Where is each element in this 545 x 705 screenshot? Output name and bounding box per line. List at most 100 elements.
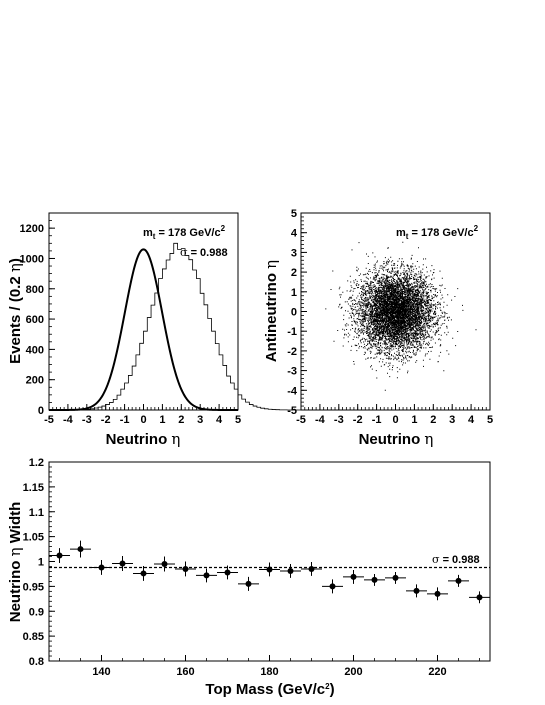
- data-point: [427, 587, 448, 601]
- x-tick-label: 0: [392, 414, 398, 426]
- data-marker: [203, 572, 210, 579]
- data-marker: [392, 574, 399, 581]
- sigma-annotation: σ = 0.988: [180, 246, 228, 259]
- data-marker: [371, 576, 378, 583]
- data-point: [91, 560, 112, 575]
- data-point: [364, 573, 385, 586]
- data-marker: [266, 566, 273, 573]
- data-marker: [56, 552, 63, 559]
- data-marker: [182, 565, 189, 572]
- data-point: [70, 540, 91, 558]
- x-tick-label: 3: [449, 414, 455, 426]
- x-tick-label: 1: [159, 414, 165, 426]
- y-tick-label: 1.05: [23, 532, 44, 544]
- data-point: [385, 571, 406, 584]
- x-tick-label: 2: [178, 414, 184, 426]
- scatter-y-axis-title: Antineutrino η: [262, 260, 280, 362]
- y-tick-label: -3: [287, 366, 297, 378]
- data-point: [280, 563, 301, 578]
- y-tick-label: 1: [291, 287, 297, 299]
- data-marker: [119, 560, 126, 567]
- y-tick-label: -4: [287, 385, 298, 397]
- y-tick-label: 5: [291, 208, 297, 220]
- scatter-x-axis-title: Neutrino η: [359, 430, 434, 448]
- width-data-points: [49, 540, 490, 604]
- histogram-frame: [48, 212, 239, 411]
- y-tick-label: 1200: [20, 223, 44, 235]
- data-point: [343, 569, 364, 584]
- width-x-axis-title: Top Mass (GeV/c2): [205, 681, 334, 698]
- y-tick-label: -5: [287, 405, 297, 417]
- data-marker: [455, 577, 462, 584]
- x-tick-label: -3: [82, 414, 92, 426]
- histogram-x-axis-title: Neutrino η: [106, 430, 181, 448]
- y-tick-label: 400: [26, 344, 44, 356]
- y-tick-label: 200: [26, 375, 44, 387]
- data-point: [448, 574, 469, 587]
- y-tick-label: 0.9: [29, 606, 44, 618]
- y-tick-label: 4: [291, 228, 298, 240]
- data-point: [238, 576, 259, 591]
- x-tick-label: -2: [101, 414, 111, 426]
- data-point: [133, 565, 154, 581]
- data-point: [112, 556, 133, 571]
- x-tick-label: -1: [120, 414, 130, 426]
- y-tick-label: 1.15: [23, 482, 44, 494]
- data-point: [406, 584, 427, 598]
- x-tick-label: 2: [430, 414, 436, 426]
- y-tick-label: 0.85: [23, 631, 44, 643]
- y-tick-label: 1.1: [29, 507, 44, 519]
- data-marker: [224, 569, 231, 576]
- histogram-ticks: -5 -4 -3 -2 -1 0 1 2 3 4 5 0 200 400 600 800 1000 1200: [20, 212, 241, 426]
- x-tick-label: -2: [353, 414, 363, 426]
- y-tick-label: 1.2: [29, 457, 44, 469]
- data-marker: [350, 573, 357, 580]
- x-tick-label: -4: [63, 414, 74, 426]
- histogram-y-axis-title: Events / (0.2 η): [6, 258, 24, 364]
- y-tick-label: 0.95: [23, 581, 44, 593]
- data-point: [301, 561, 322, 576]
- y-tick-label: 1: [38, 557, 44, 569]
- data-point: [322, 579, 343, 594]
- y-tick-label: -2: [287, 346, 297, 358]
- y-tick-label: 2: [291, 267, 297, 279]
- y-tick-label: -1: [287, 326, 297, 338]
- x-tick-label: 5: [487, 414, 493, 426]
- data-marker: [161, 560, 168, 567]
- x-tick-label: 4: [216, 414, 223, 426]
- x-tick-label: -3: [334, 414, 344, 426]
- width-vs-mass-panel: 140 160 180 200 220 0.8 0.85 0.9 0.95 1 1.05 1.1 1.1…: [6, 457, 491, 698]
- data-marker: [308, 565, 315, 572]
- x-tick-label: 180: [260, 666, 278, 678]
- y-tick-label: 1000: [20, 253, 44, 265]
- data-point: [49, 548, 70, 563]
- x-tick-label: 220: [428, 666, 446, 678]
- x-tick-label: 200: [344, 666, 362, 678]
- data-point: [175, 561, 196, 577]
- y-tick-label: 0.8: [29, 656, 44, 668]
- data-marker: [476, 594, 483, 601]
- data-marker: [140, 570, 147, 577]
- data-marker: [413, 587, 420, 594]
- y-tick-label: 0: [291, 307, 297, 319]
- x-tick-label: -4: [315, 414, 326, 426]
- x-tick-label: -1: [372, 414, 382, 426]
- data-point: [154, 556, 175, 572]
- data-marker: [287, 567, 294, 574]
- data-marker: [434, 590, 441, 597]
- x-tick-label: 4: [468, 414, 475, 426]
- width-y-axis-title: Neutrino η Width: [6, 502, 24, 623]
- data-point: [196, 568, 217, 583]
- x-tick-label: 1: [411, 414, 417, 426]
- y-tick-label: 0: [38, 405, 44, 417]
- x-tick-label: 5: [235, 414, 241, 426]
- data-marker: [98, 564, 105, 571]
- data-marker: [77, 546, 84, 553]
- y-tick-label: 600: [26, 314, 44, 326]
- mass-annotation: mt = 178 GeV/c2: [143, 224, 226, 241]
- width-frame: [48, 461, 491, 662]
- width-sigma-annotation: σ = 0.988: [432, 553, 480, 566]
